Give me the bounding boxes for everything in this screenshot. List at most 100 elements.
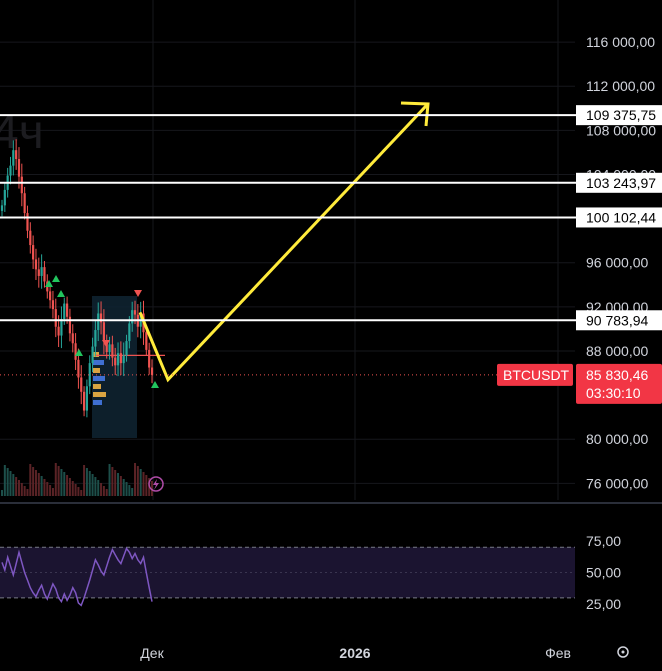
volume-profile-bar (93, 392, 106, 397)
volume-bar (91, 474, 94, 496)
symbol-tag (497, 363, 573, 386)
price-tick-label: 116 000,00 (586, 34, 655, 50)
candle-body (125, 341, 128, 356)
candle-body (122, 355, 125, 364)
bar-countdown: 03:30:10 (586, 385, 641, 401)
candle-body (99, 313, 103, 323)
candle-body (94, 330, 97, 347)
buy-signal-marker (151, 381, 159, 388)
candle-body (65, 303, 69, 317)
volume-bar (100, 483, 103, 496)
candle-body (148, 349, 151, 368)
sell-signal-marker (102, 340, 110, 347)
price-tick-label: 88 000,00 (586, 343, 648, 359)
volume-bar (105, 489, 108, 496)
candle-body (82, 391, 86, 411)
volume-bar (134, 463, 137, 496)
volume-bar (26, 489, 29, 496)
grid-lines (0, 0, 575, 500)
volume-bar (71, 481, 74, 496)
candle-body (133, 310, 137, 315)
candle-body (128, 323, 131, 342)
price-tick-label: 112 000,00 (586, 78, 655, 94)
volume-bar (102, 486, 105, 496)
volume-bar (60, 469, 63, 496)
candle-body (68, 316, 72, 334)
candle-body (43, 267, 46, 282)
level-label: 90 783,94 (586, 312, 648, 328)
volume-bar (54, 463, 57, 496)
candle-body (150, 367, 154, 375)
candle-body (17, 159, 21, 177)
candle-body (34, 259, 38, 270)
rsi-line (1, 546, 153, 607)
volume-bar (94, 477, 97, 496)
candle-body (114, 357, 117, 366)
candle-body (80, 377, 83, 392)
projection-arrowhead (400, 101, 430, 127)
candle-body (131, 310, 134, 324)
volume-bar (34, 470, 37, 496)
volume-bar (66, 475, 69, 496)
level-price-tag (576, 105, 662, 126)
candle-body (12, 150, 15, 166)
volume-profile-bar (93, 360, 104, 365)
candle-body (20, 176, 23, 194)
level-price-tag (576, 172, 662, 193)
volume-bar (68, 478, 71, 496)
candle-body (145, 332, 148, 350)
projection-path[interactable] (138, 103, 429, 383)
volume-bar (131, 488, 134, 496)
volume-bar (145, 475, 148, 496)
candles (0, 139, 154, 418)
candle-body (0, 205, 4, 211)
candle-body (111, 344, 114, 358)
candle-body (60, 318, 63, 336)
time-axis[interactable]: Дек 2026 Фев (140, 645, 571, 661)
volume-bar (43, 479, 46, 496)
volume-bar (108, 464, 111, 496)
volume-bar (119, 476, 122, 496)
volume-bar (51, 488, 54, 496)
candle-body (26, 213, 29, 231)
candle-body (9, 165, 12, 176)
volume-bar (40, 476, 43, 496)
candle-body (63, 303, 66, 319)
volume-bar (6, 468, 9, 496)
volume-profile-bar (93, 352, 99, 357)
rsi-panel: 75,00 50,00 25,00 (0, 533, 621, 612)
rsi-tick-label: 50,00 (586, 565, 621, 581)
volume-bar (88, 471, 91, 496)
candle-body (88, 363, 91, 387)
buy-signal-marker (52, 275, 60, 282)
volume-profile-bar (93, 400, 102, 405)
candle-body (116, 353, 120, 366)
candle-body (91, 346, 94, 364)
volume-profile-bar (93, 376, 105, 381)
candle-body (71, 333, 74, 344)
candle-body (119, 353, 122, 364)
candle-body (49, 291, 52, 301)
lightning-icon[interactable] (148, 476, 164, 492)
settings-icon[interactable] (617, 646, 629, 658)
candle-body (54, 309, 57, 327)
candle-body (105, 341, 108, 353)
volume-profile-bar (93, 384, 101, 389)
volume-bar (23, 486, 26, 496)
price-tick-label: 76 000,00 (586, 475, 648, 491)
candle-body (85, 386, 89, 411)
current-price-label: 85 830,46 (586, 367, 648, 383)
time-tick-label: 2026 (339, 645, 370, 661)
candle-body (51, 300, 55, 310)
candle-body (3, 189, 6, 206)
candle-body (57, 326, 60, 336)
volume-bar (125, 482, 128, 496)
volume-bars (1, 352, 165, 496)
volume-bar (74, 484, 77, 496)
volume-bar (117, 473, 120, 496)
candle-body (108, 344, 111, 353)
volume-bar (151, 481, 153, 496)
